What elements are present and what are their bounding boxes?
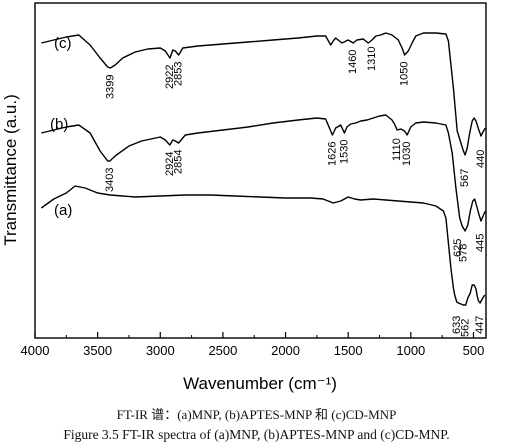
peak-label: 447 [474, 316, 486, 334]
peak-label: 3399 [104, 75, 116, 99]
x-tick-label: 4000 [21, 343, 50, 358]
peak-label: 3403 [104, 168, 116, 192]
x-tick-label: 1500 [334, 343, 363, 358]
plot-frame [34, 2, 487, 339]
x-tick-label: 500 [463, 343, 485, 358]
peak-label: 2854 [173, 150, 185, 174]
peak-label: 1030 [401, 142, 413, 166]
spectrum-line-1 [41, 114, 487, 232]
caption-chinese: FT-IR 谱：(a)MNP, (b)APTES-MNP 和 (c)CD-MNP [116, 407, 397, 422]
series-labels: (c) (b) (a) [50, 35, 72, 219]
peak-label: 567 [459, 169, 471, 187]
spectrum-line-2 [40, 185, 486, 306]
spectrum-line-0 [41, 32, 486, 156]
y-axis-label: Transmittance (a.u.) [1, 94, 20, 245]
peak-label: 562 [460, 319, 472, 337]
spectra-lines [40, 32, 487, 306]
peak-label: 1626 [326, 142, 338, 166]
x-tick-label: 2000 [271, 343, 300, 358]
peak-label: 440 [475, 150, 487, 168]
peak-label: 1460 [347, 50, 359, 74]
peak-label: 1050 [399, 62, 411, 86]
peak-label: 1110 [391, 138, 403, 161]
peak-label: 578 [458, 244, 470, 262]
peak-label: 633 [451, 316, 463, 334]
x-tick-label: 3500 [83, 343, 112, 358]
x-axis-ticks: 4000 3500 3000 2500 2000 1500 1000 500 [21, 332, 485, 358]
series-label: (b) [50, 116, 68, 133]
x-tick-label: 2500 [208, 343, 237, 358]
x-axis-label: Wavenumber (cm⁻¹) [183, 374, 337, 393]
x-tick-label: 3000 [146, 343, 175, 358]
series-label: (c) [54, 35, 72, 52]
caption-english: Figure 3.5 FT-IR spectra of (a)MNP, (b)A… [63, 427, 450, 442]
x-tick-label: 1000 [396, 343, 425, 358]
peak-label: 2853 [173, 62, 185, 86]
peak-label: 445 [474, 234, 486, 252]
series-label: (a) [54, 202, 72, 219]
peak-label: 1310 [366, 47, 378, 71]
peak-label: 625 [452, 239, 464, 257]
peak-label: 1530 [338, 140, 350, 164]
peak-label: 2922 [164, 65, 176, 89]
peak-label: 2924 [164, 152, 176, 176]
